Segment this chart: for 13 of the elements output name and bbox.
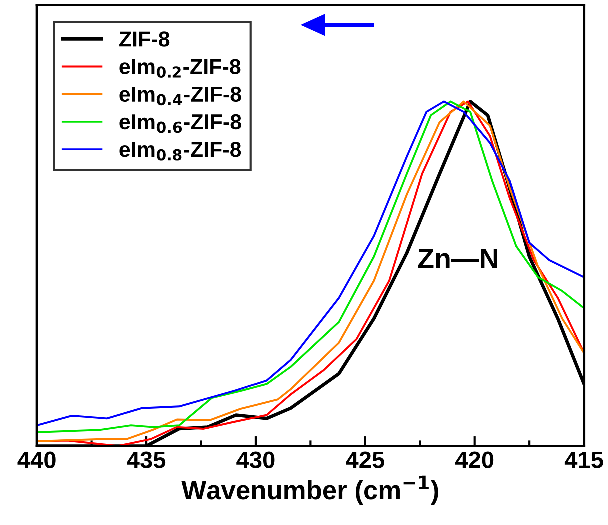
- legend-label: ZIF-8: [120, 32, 170, 47]
- x-tick-label: 435: [127, 452, 166, 468]
- annotation: Zn—N: [418, 249, 498, 268]
- legend-label: eIm$_{0.6}$-ZIF-8: [120, 114, 242, 134]
- x-tick-label: 420: [456, 452, 494, 468]
- legend-label: eIm$_{0.4}$-ZIF-8: [120, 86, 242, 106]
- x-axis-title: Wavenumber (cm$^{−1}$): [182, 476, 438, 505]
- legend-label: eIm$_{0.8}$-ZIF-8: [120, 142, 242, 161]
- x-tick-label: 415: [564, 452, 604, 468]
- x-tick-label: 430: [236, 452, 275, 468]
- legend-label: eIm$_{0.2}$-ZIF-8: [120, 59, 241, 78]
- x-tick-label: 440: [18, 452, 56, 468]
- x-tick-label: 425: [346, 452, 384, 468]
